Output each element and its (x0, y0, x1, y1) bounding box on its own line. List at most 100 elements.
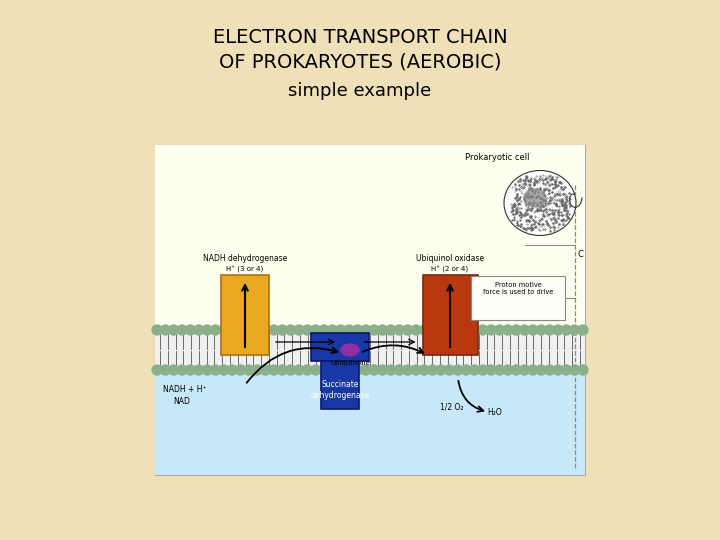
Text: OF PROKARYOTES (AEROBIC): OF PROKARYOTES (AEROBIC) (219, 52, 501, 71)
Circle shape (377, 365, 387, 375)
Circle shape (562, 365, 571, 375)
Ellipse shape (341, 344, 359, 356)
Circle shape (210, 325, 220, 335)
Circle shape (520, 365, 529, 375)
Circle shape (210, 365, 220, 375)
FancyBboxPatch shape (155, 145, 585, 475)
Circle shape (361, 365, 371, 375)
Circle shape (353, 365, 362, 375)
Circle shape (202, 325, 212, 335)
Circle shape (511, 365, 521, 375)
Text: Proton motive
force is used to drive: Proton motive force is used to drive (483, 282, 553, 295)
Ellipse shape (504, 171, 576, 235)
Circle shape (252, 365, 262, 375)
FancyBboxPatch shape (423, 275, 477, 355)
Circle shape (419, 365, 429, 375)
Circle shape (461, 325, 471, 335)
Circle shape (328, 365, 338, 375)
Circle shape (235, 365, 246, 375)
Circle shape (219, 325, 229, 335)
Circle shape (511, 325, 521, 335)
Text: simple example: simple example (289, 82, 431, 100)
Circle shape (353, 325, 362, 335)
Circle shape (269, 325, 279, 335)
Circle shape (228, 325, 237, 335)
FancyBboxPatch shape (155, 370, 585, 475)
Circle shape (436, 365, 446, 375)
Circle shape (177, 325, 187, 335)
Circle shape (444, 325, 454, 335)
Circle shape (294, 325, 304, 335)
Text: ELECTRON TRANSPORT CHAIN: ELECTRON TRANSPORT CHAIN (212, 28, 508, 47)
Circle shape (311, 365, 320, 375)
Circle shape (244, 325, 254, 335)
Circle shape (402, 325, 413, 335)
Circle shape (336, 325, 346, 335)
Circle shape (186, 365, 195, 375)
FancyBboxPatch shape (155, 330, 585, 370)
Circle shape (311, 325, 320, 335)
Circle shape (461, 365, 471, 375)
Circle shape (261, 365, 271, 375)
Circle shape (261, 325, 271, 335)
Circle shape (386, 365, 396, 375)
Circle shape (402, 365, 413, 375)
Circle shape (570, 325, 580, 335)
Circle shape (395, 325, 404, 335)
Circle shape (344, 325, 354, 335)
Circle shape (277, 325, 287, 335)
Circle shape (361, 325, 371, 335)
Circle shape (194, 365, 204, 375)
Text: Succinate
dehydrogenase: Succinate dehydrogenase (310, 380, 369, 400)
Circle shape (219, 365, 229, 375)
FancyBboxPatch shape (471, 276, 565, 320)
Circle shape (495, 325, 505, 335)
Circle shape (528, 325, 538, 335)
Circle shape (428, 325, 438, 335)
Circle shape (302, 365, 312, 375)
Circle shape (277, 365, 287, 375)
Circle shape (228, 365, 237, 375)
Circle shape (544, 325, 554, 335)
Circle shape (453, 365, 463, 375)
Circle shape (503, 365, 513, 375)
Text: H⁺ (2 or 4): H⁺ (2 or 4) (431, 266, 469, 273)
Text: 1/2 O₂: 1/2 O₂ (440, 402, 464, 411)
Circle shape (578, 325, 588, 335)
Circle shape (469, 365, 480, 375)
Circle shape (395, 365, 404, 375)
Circle shape (411, 365, 421, 375)
Circle shape (168, 325, 179, 335)
Text: Prokaryotic cell: Prokaryotic cell (465, 153, 529, 162)
Circle shape (453, 325, 463, 335)
Circle shape (252, 325, 262, 335)
Text: H₂O: H₂O (487, 408, 503, 417)
Text: Ubiquinol oxidase: Ubiquinol oxidase (416, 254, 484, 263)
Circle shape (503, 325, 513, 335)
Circle shape (369, 325, 379, 335)
Circle shape (436, 325, 446, 335)
Circle shape (469, 325, 480, 335)
FancyBboxPatch shape (311, 333, 369, 361)
Circle shape (177, 365, 187, 375)
Circle shape (553, 325, 563, 335)
Circle shape (152, 325, 162, 335)
Circle shape (344, 365, 354, 375)
Circle shape (520, 325, 529, 335)
Circle shape (152, 365, 162, 375)
Circle shape (386, 325, 396, 335)
FancyBboxPatch shape (321, 361, 359, 409)
Circle shape (244, 365, 254, 375)
Circle shape (269, 365, 279, 375)
Circle shape (478, 325, 487, 335)
Circle shape (319, 365, 329, 375)
Circle shape (294, 365, 304, 375)
Circle shape (377, 325, 387, 335)
Circle shape (553, 365, 563, 375)
Circle shape (168, 365, 179, 375)
Circle shape (444, 365, 454, 375)
Circle shape (578, 365, 588, 375)
Circle shape (528, 365, 538, 375)
Circle shape (369, 365, 379, 375)
Circle shape (286, 365, 296, 375)
